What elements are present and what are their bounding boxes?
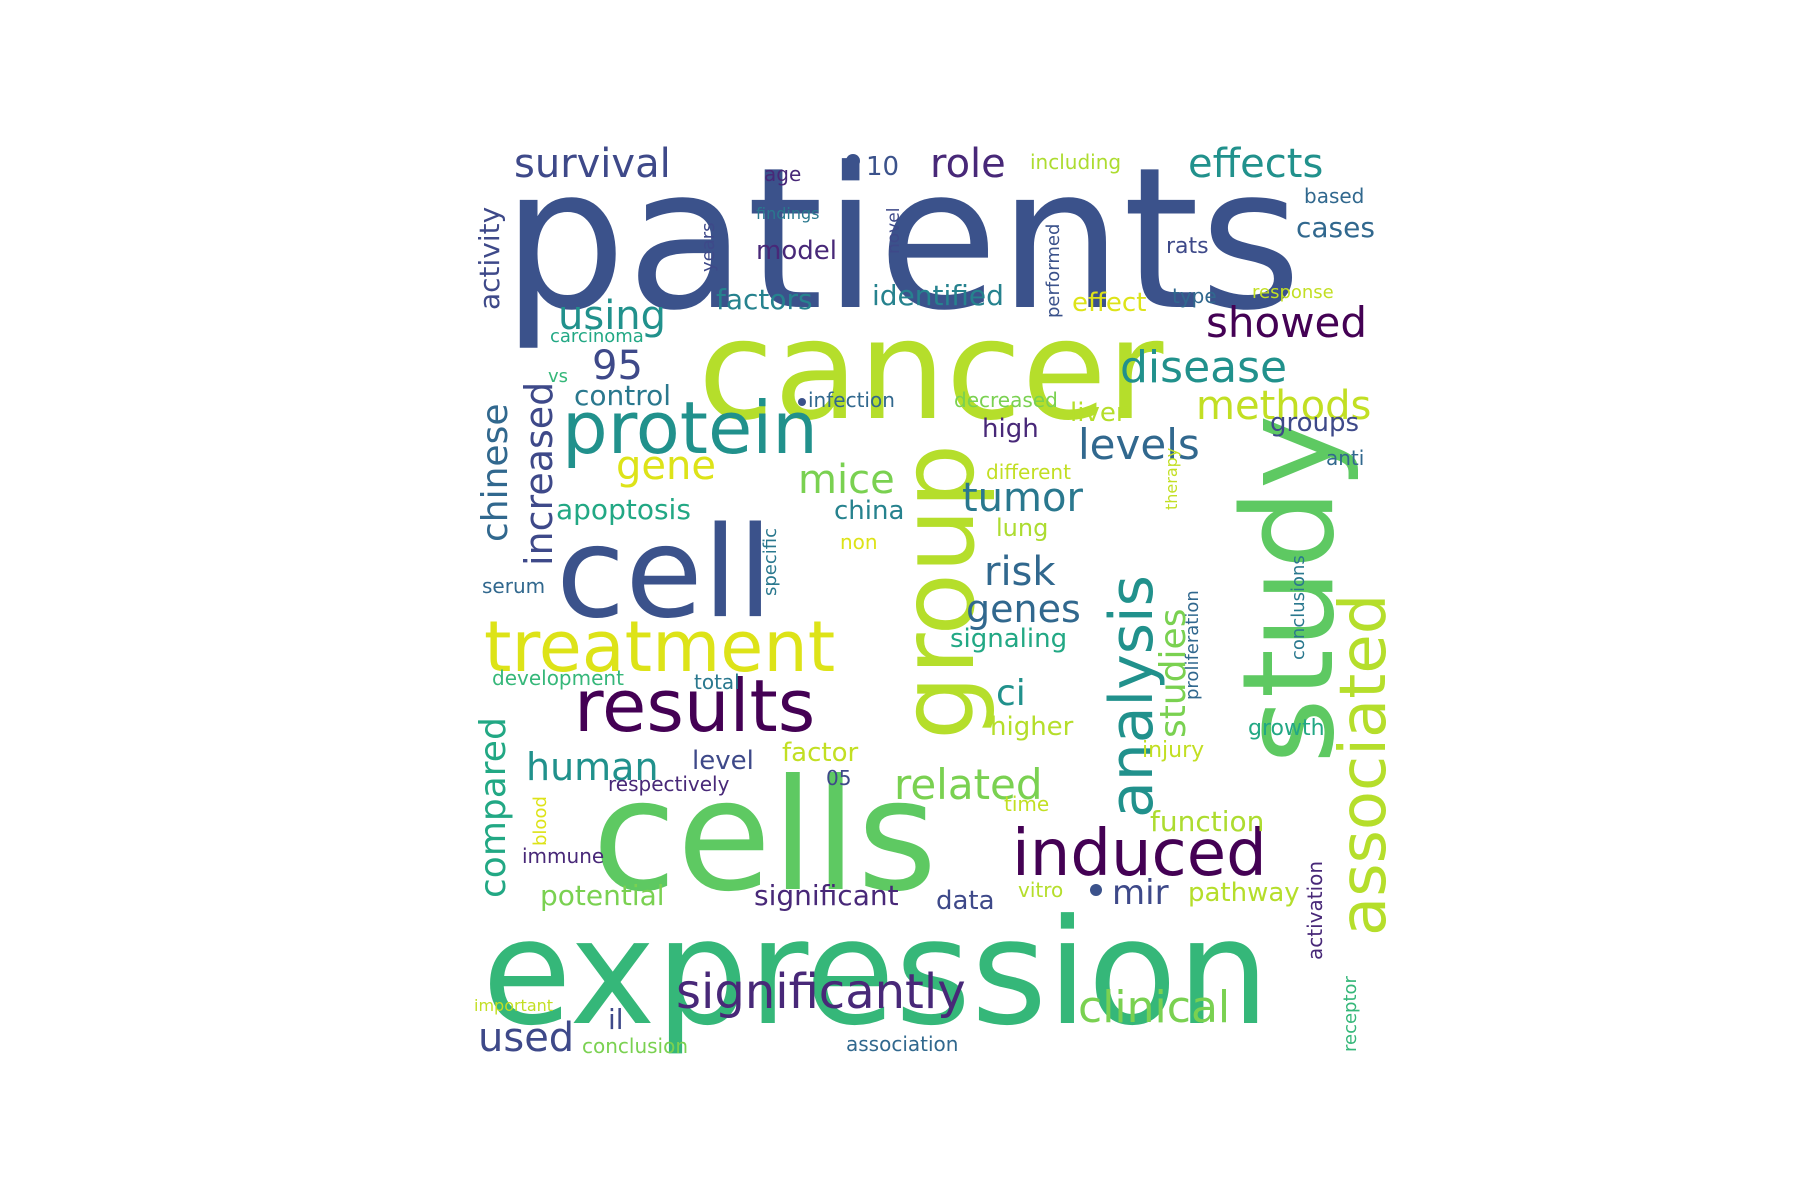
word-cases: cases [1296,211,1375,244]
word-model: model [756,236,837,266]
word-development: development [492,666,624,690]
word-activation: activation [1303,860,1327,960]
word-gene: gene [616,443,716,489]
word-immune: immune [522,844,605,868]
word-significant: significant [754,879,899,912]
word-treatment: treatment [484,606,836,688]
word-higher: higher [990,712,1074,742]
word-function: function [1150,805,1265,838]
word-findings: findings [756,204,820,223]
word-conclusion: conclusion [582,1034,689,1058]
word-signaling: signaling [950,624,1068,654]
word-therapy: therapy [1162,447,1181,510]
word-decreased: decreased [954,388,1058,412]
word-human: human [526,745,659,789]
word-type: type [1172,284,1217,308]
word-vitro: vitro [1018,878,1064,902]
word-ci: ci [996,673,1026,714]
word-il: il [608,1003,624,1036]
word-cell: cell [556,499,773,646]
word-liver: liver [1070,398,1127,428]
word-performed: performed [1043,223,1064,318]
word-infection: infection [808,388,895,412]
word-association: association [846,1032,959,1056]
word-activity: activity [473,206,506,310]
word-induced: induced [1012,817,1267,891]
word-level: level [692,746,754,776]
word-studies: studies [1153,608,1194,738]
word-survival: survival [514,141,671,187]
word-growth: growth [1248,716,1325,741]
word-important: important [474,996,554,1015]
word-showed: showed [1206,298,1368,347]
word-time: time [1004,792,1050,816]
word-factors: factors [716,283,813,316]
word-including: including [1030,150,1122,174]
word-rats: rats [1166,234,1209,259]
word-total: total [694,670,740,694]
word-protein: protein [562,386,818,470]
word-factor: factor [782,738,859,768]
word-apoptosis: apoptosis [556,493,691,526]
dot-mark [1090,884,1102,896]
word-specific: specific [760,527,781,596]
word-data: data [936,886,995,916]
word-patients: patients [502,126,1302,354]
word-identified: identified [872,279,1004,312]
word-related: related [894,760,1043,809]
word-associated: associated [1327,593,1401,936]
word-cells: cells [592,747,938,926]
word-increased: increased [517,381,561,566]
dot-mark [846,154,860,168]
word-pathway: pathway [1188,878,1300,908]
word-levels: levels [1078,420,1200,469]
word-potential: potential [540,879,665,912]
word-mir: mir [1112,873,1169,913]
word-cancer: cancer [698,290,1164,451]
word-anti: anti [1326,446,1365,470]
word-tumor: tumor [962,475,1083,521]
word-injury: injury [1142,738,1205,763]
dot-mark [798,398,806,406]
word-different: different [986,460,1071,484]
word-chinese: chinese [475,403,516,542]
word-using: using [558,293,667,339]
word-carcinoma: carcinoma [550,326,644,347]
word-receptor: receptor [1340,976,1361,1052]
word-china: china [834,496,905,526]
word-role: role [930,141,1006,187]
word-expression: expression [482,888,1270,1058]
word-05: 05 [826,766,852,790]
word-compared: compared [473,717,514,898]
word-novel: novel [884,207,904,254]
word-used: used [478,1015,575,1061]
word-respectively: respectively [608,772,730,796]
word-10: 10 [866,152,900,182]
word-age: age [764,162,802,186]
word-results: results [574,664,816,748]
word-high: high [982,414,1039,444]
word-risk: risk [984,549,1056,595]
word-genes: genes [966,587,1081,631]
word-blood: blood [530,796,551,846]
word-years: years [698,222,719,272]
word-clinical: clinical [1078,982,1231,1033]
word-non: non [840,530,878,554]
word-based: based [1304,184,1365,208]
word-mice: mice [798,457,895,503]
word-effects: effects [1188,141,1324,187]
word-conclusions: conclusions [1288,555,1309,660]
word-disease: disease [1120,342,1288,393]
word-effect: effect [1072,288,1147,318]
word-response: response [1252,282,1334,303]
word-vs: vs [548,366,569,387]
word-groups: groups [1270,408,1360,438]
word-95: 95 [592,343,643,389]
word-methods: methods [1196,383,1372,429]
word-control: control [574,379,672,412]
word-serum: serum [482,574,546,598]
word-significantly: significantly [676,964,966,1020]
word-lung: lung [996,514,1049,542]
